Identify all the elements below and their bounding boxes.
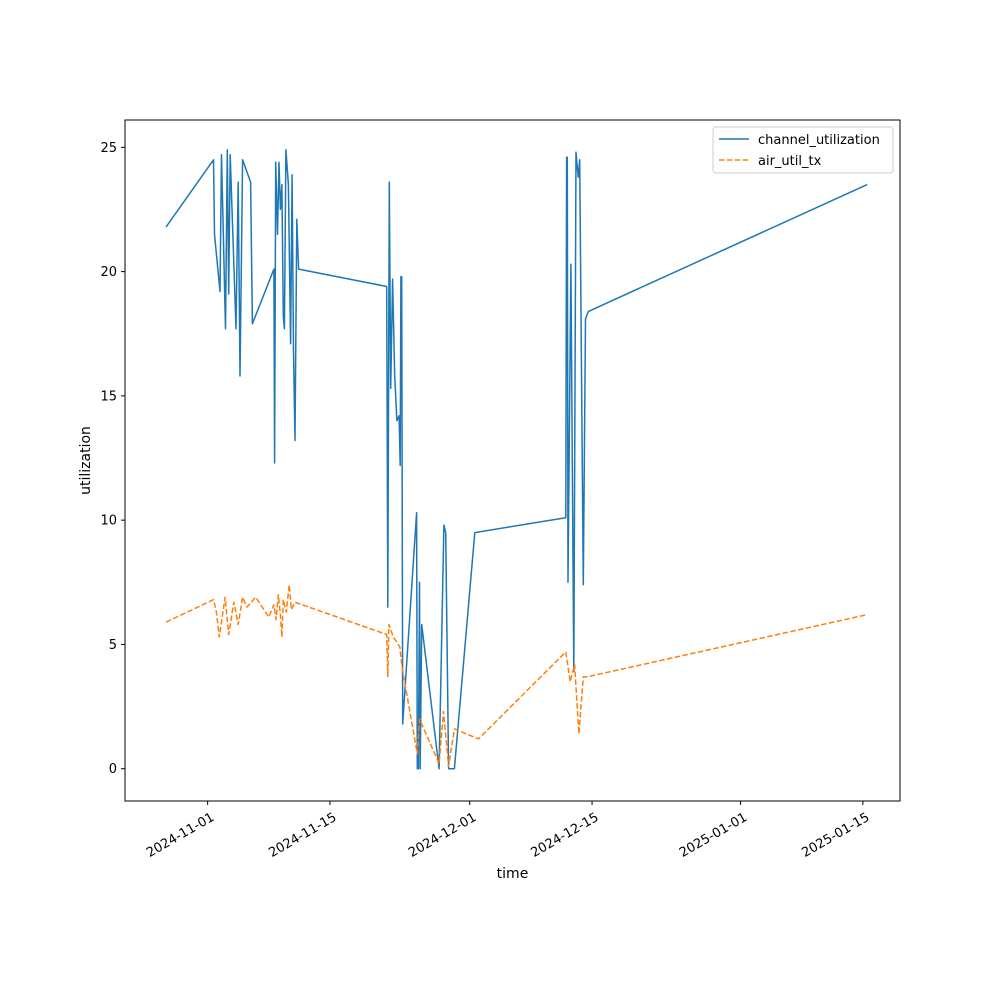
y-tick-label: 5 bbox=[109, 638, 117, 653]
y-tick-label: 10 bbox=[100, 514, 117, 529]
legend-label-air-util-tx: air_util_tx bbox=[758, 154, 822, 169]
series-layer bbox=[165, 149, 868, 770]
series-line-channel-utilization bbox=[165, 149, 868, 770]
x-axis-label: time bbox=[497, 866, 529, 882]
y-tick-label: 20 bbox=[100, 265, 117, 280]
legend-label-channel-utilization: channel_utilization bbox=[758, 133, 880, 148]
series-line-air-util-tx bbox=[165, 584, 868, 767]
y-axis: 0 5 10 15 20 25 bbox=[100, 141, 125, 777]
y-tick-label: 25 bbox=[100, 141, 117, 156]
y-tick-label: 0 bbox=[109, 762, 117, 777]
y-tick-label: 15 bbox=[100, 389, 117, 404]
y-axis-label: utilization bbox=[78, 426, 94, 495]
legend: channel_utilization air_util_tx bbox=[712, 126, 894, 174]
legend-box bbox=[712, 126, 894, 174]
plot-frame bbox=[124, 119, 901, 802]
